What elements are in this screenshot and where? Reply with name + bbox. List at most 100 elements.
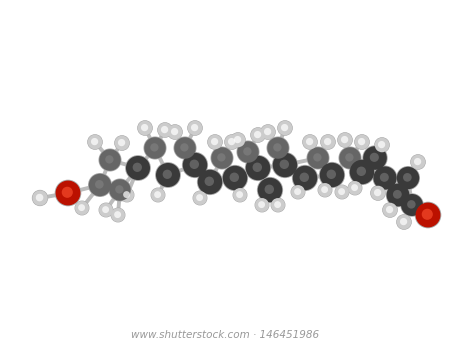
Point (164, 172, 171, 178)
Point (114, 212, 122, 218)
Point (254, 132, 261, 137)
Point (374, 190, 381, 195)
Point (228, 139, 235, 144)
Point (301, 174, 308, 180)
Point (164, 172, 171, 178)
Point (358, 139, 365, 145)
Point (234, 137, 242, 143)
Point (400, 219, 408, 225)
Point (378, 142, 386, 148)
Point (135, 165, 142, 171)
Point (244, 149, 252, 155)
Point (154, 192, 161, 198)
Point (351, 185, 358, 190)
Point (211, 139, 218, 144)
Point (324, 139, 331, 144)
Point (117, 187, 124, 193)
Point (118, 140, 126, 146)
Point (64, 190, 72, 196)
Point (103, 207, 110, 213)
Point (414, 159, 422, 165)
Point (106, 157, 113, 163)
Point (234, 137, 242, 143)
Point (64, 189, 71, 195)
Point (181, 145, 189, 151)
Point (141, 125, 149, 131)
Point (154, 192, 162, 198)
Point (254, 132, 261, 138)
Point (394, 192, 401, 198)
Point (64, 190, 72, 196)
Point (218, 155, 225, 160)
Point (274, 145, 281, 150)
Point (191, 125, 198, 131)
Point (106, 157, 113, 163)
Point (36, 195, 44, 201)
Point (78, 205, 85, 211)
Point (102, 207, 109, 212)
Point (371, 154, 378, 160)
Point (141, 125, 148, 130)
Point (91, 139, 99, 145)
Point (264, 129, 271, 135)
Point (274, 145, 282, 151)
Point (342, 137, 349, 143)
Point (96, 182, 103, 187)
Point (382, 175, 389, 181)
Point (351, 185, 359, 191)
Point (414, 159, 421, 164)
Point (218, 155, 225, 161)
Point (351, 185, 359, 191)
Point (106, 156, 113, 162)
Point (191, 125, 198, 131)
Point (321, 187, 328, 193)
Point (294, 189, 301, 194)
Point (342, 137, 349, 143)
Point (281, 125, 288, 130)
Point (231, 175, 239, 181)
Point (91, 139, 98, 144)
Point (229, 139, 236, 145)
Point (135, 165, 142, 171)
Point (116, 187, 123, 192)
Point (302, 175, 309, 181)
Point (346, 155, 353, 160)
Point (321, 187, 328, 193)
Point (306, 139, 314, 145)
Point (191, 162, 198, 168)
Point (281, 125, 288, 131)
Point (274, 202, 282, 208)
Point (386, 207, 393, 212)
Point (258, 202, 265, 208)
Point (405, 175, 412, 181)
Point (212, 139, 219, 145)
Point (404, 174, 411, 180)
Point (78, 205, 86, 211)
Point (378, 142, 386, 148)
Point (341, 137, 348, 142)
Point (229, 139, 236, 145)
Point (103, 207, 110, 213)
Point (196, 195, 203, 201)
Point (281, 161, 288, 167)
Point (161, 127, 168, 132)
Point (134, 164, 141, 170)
Point (358, 169, 365, 175)
Point (266, 187, 274, 193)
Point (96, 182, 104, 188)
Point (408, 202, 415, 207)
Point (409, 202, 416, 208)
Point (371, 155, 378, 161)
Point (181, 145, 189, 151)
Point (254, 164, 261, 170)
Point (154, 192, 162, 198)
Point (254, 132, 261, 138)
Point (358, 139, 365, 145)
Point (414, 159, 422, 165)
Point (123, 192, 130, 198)
Point (281, 162, 288, 168)
Point (117, 187, 124, 193)
Point (114, 212, 121, 217)
Point (266, 187, 273, 192)
Point (281, 162, 288, 168)
